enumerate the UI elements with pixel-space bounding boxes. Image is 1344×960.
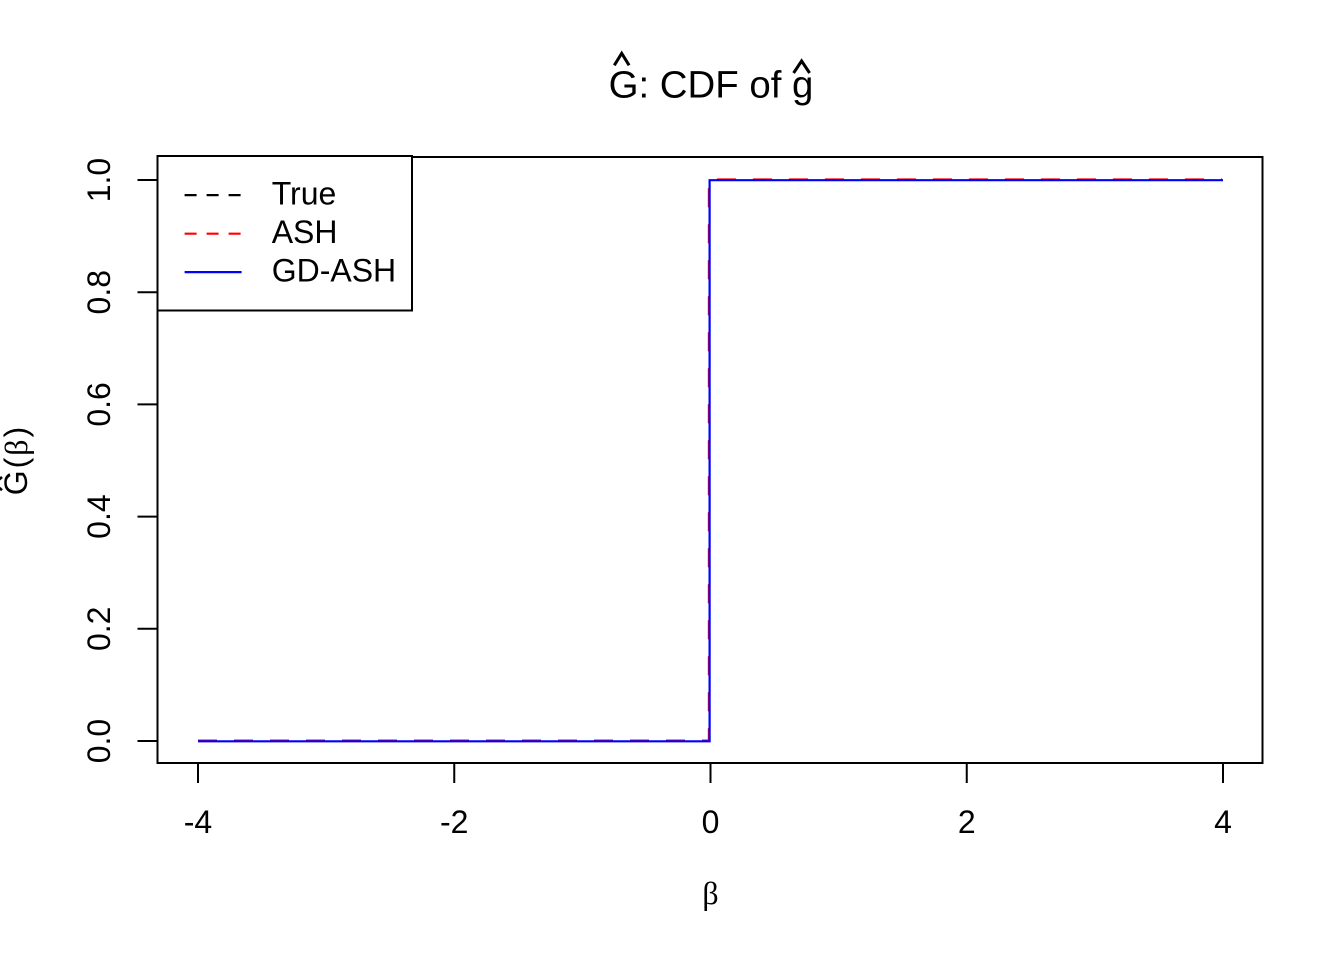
svg-text:4: 4 (1214, 804, 1232, 840)
svg-text:0.4: 0.4 (81, 494, 117, 538)
svg-text:G(β): G(β) (0, 427, 34, 495)
svg-text:GD-ASH: GD-ASH (272, 253, 396, 289)
svg-text:0.6: 0.6 (81, 382, 117, 426)
svg-text:0: 0 (702, 804, 720, 840)
svg-text:-4: -4 (184, 804, 212, 840)
svg-text:ASH: ASH (272, 214, 338, 250)
svg-text:β: β (702, 875, 718, 911)
svg-text:G: CDF of g: G: CDF of g (609, 64, 814, 107)
svg-text:1.0: 1.0 (81, 158, 117, 202)
svg-text:0.2: 0.2 (81, 607, 117, 651)
svg-text:0.8: 0.8 (81, 270, 117, 314)
svg-text:2: 2 (958, 804, 976, 840)
svg-text:True: True (272, 176, 337, 212)
svg-text:0.0: 0.0 (81, 719, 117, 763)
svg-text:-2: -2 (440, 804, 468, 840)
